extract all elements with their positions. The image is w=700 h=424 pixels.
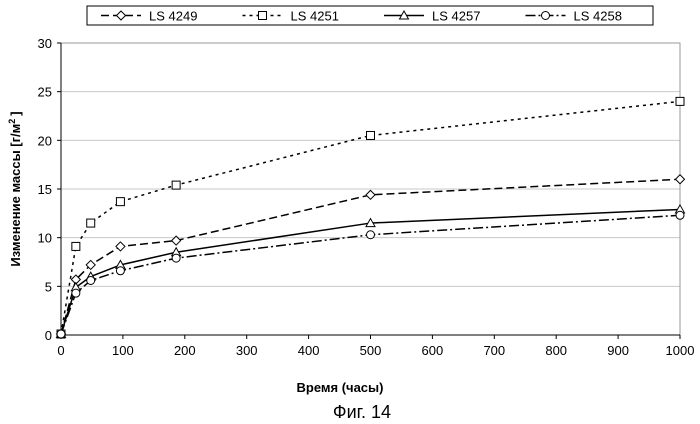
x-tick-label: 600: [422, 343, 444, 358]
y-tick-label: 30: [38, 36, 52, 51]
data-point: [365, 189, 376, 201]
x-tick-label: 500: [360, 343, 382, 358]
legend-label: LS 4257: [432, 9, 480, 24]
series-line: [60, 208, 681, 335]
x-tick-label: 900: [607, 343, 629, 358]
x-tick-label: 1000: [666, 343, 695, 358]
legend-marker: [541, 11, 550, 20]
data-point: [86, 218, 96, 228]
legend-label: LS 4251: [291, 9, 339, 24]
data-point: [171, 180, 181, 190]
x-tick-label: 800: [545, 343, 567, 358]
legend-marker: [115, 10, 127, 21]
y-tick-label: 20: [38, 133, 52, 148]
legend-label: LS 4249: [149, 9, 197, 24]
data-point: [366, 130, 375, 140]
y-tick-label: 10: [38, 231, 52, 246]
data-point: [115, 197, 125, 207]
legend-marker: [398, 9, 410, 20]
data-point: [86, 275, 96, 285]
data-point: [675, 96, 685, 106]
data-point: [674, 174, 686, 185]
data-point: [675, 210, 685, 220]
data-point: [56, 329, 66, 339]
series-1: [55, 174, 686, 340]
x-tick-label: 300: [236, 343, 258, 358]
data-point: [365, 217, 376, 228]
legend-label: LS 4258: [574, 9, 622, 24]
data-point: [85, 259, 96, 271]
x-tick-label: 200: [174, 343, 196, 358]
legend-marker: [258, 11, 267, 20]
legend-box: [86, 5, 654, 26]
data-point: [115, 241, 126, 252]
series-3: [55, 203, 686, 339]
y-tick-label: 0: [45, 328, 52, 343]
legend: LS 4249 LS 4251 LS 4257 LS 4258: [86, 5, 654, 26]
x-axis-title: Время (часы): [297, 380, 384, 395]
figure-caption: Фиг. 14: [333, 402, 391, 422]
data-point: [171, 253, 181, 263]
y-axis-title: Изменение массы [г/м2]: [7, 111, 23, 266]
x-tick-label: 0: [57, 343, 64, 358]
data-point: [71, 288, 81, 298]
data-point: [71, 241, 81, 251]
series-4: [56, 210, 685, 339]
y-tick-label: 15: [38, 182, 52, 197]
data-point: [115, 266, 125, 276]
y-tick-label: 5: [45, 279, 52, 294]
x-tick-label: 100: [112, 343, 134, 358]
data-point: [170, 235, 182, 246]
x-tick-label: 700: [483, 343, 505, 358]
data-point: [366, 230, 375, 240]
y-tick-label: 25: [38, 85, 52, 100]
x-tick-label: 400: [298, 343, 320, 358]
